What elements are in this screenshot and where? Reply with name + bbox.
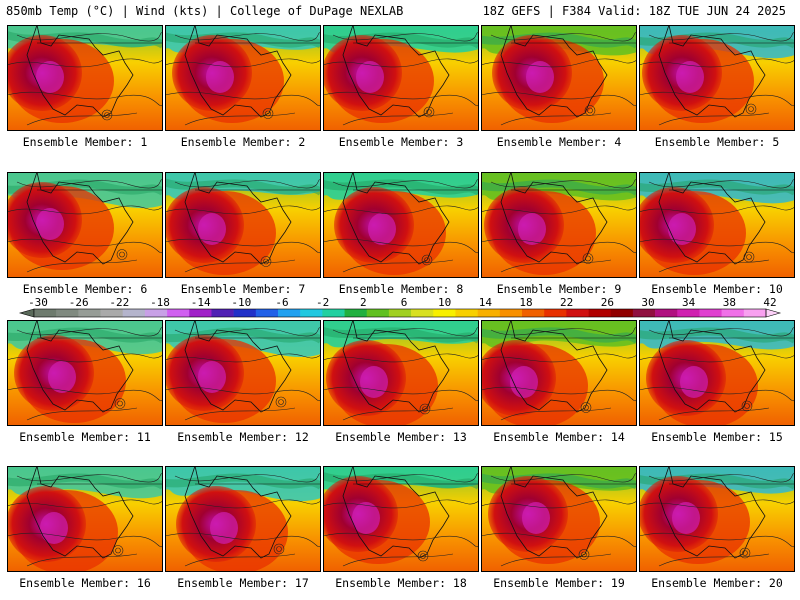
member-label-13: Ensemble Member: 13 xyxy=(335,430,467,444)
colorbar-tick-label: -10 xyxy=(231,296,251,309)
colorbar-tick-label: 22 xyxy=(560,296,573,309)
colorbar-swatch-13 xyxy=(322,309,345,317)
member-label-9: Ensemble Member: 9 xyxy=(496,282,622,296)
header-run-info: 18Z GEFS | F384 Valid: 18Z TUE JUN 24 20… xyxy=(482,4,786,18)
colorbar-swatch-24 xyxy=(566,309,589,317)
colorbar-tick-label: 34 xyxy=(682,296,696,309)
member-map-20 xyxy=(639,466,795,572)
member-map-2 xyxy=(165,25,321,131)
colorbar-swatch-25 xyxy=(588,309,612,317)
colorbar-swatch-2 xyxy=(78,309,101,317)
member-map-10 xyxy=(639,172,795,278)
colorbar-swatch-11 xyxy=(278,309,301,317)
member-label-3: Ensemble Member: 3 xyxy=(338,135,464,149)
member-label-17: Ensemble Member: 17 xyxy=(177,576,309,590)
colorbar-low-arrow xyxy=(18,308,35,318)
member-map-11 xyxy=(7,320,163,426)
colorbar-swatch-6 xyxy=(167,309,190,317)
colorbar-swatch-20 xyxy=(477,309,501,317)
colorbar-swatch-3 xyxy=(100,309,124,317)
colorbar-swatch-29 xyxy=(677,309,700,317)
colorbar-tick-label: -26 xyxy=(69,296,89,309)
colorbar-tick-label: -2 xyxy=(316,296,329,309)
colorbar-swatch-10 xyxy=(255,309,279,317)
member-map-3 xyxy=(323,25,479,131)
member-map-14 xyxy=(481,320,637,426)
member-map-1 xyxy=(7,25,163,131)
colorbar-tick-label: 26 xyxy=(601,296,614,309)
colorbar-tick-label: 42 xyxy=(763,296,776,309)
colorbar-tick-label: -6 xyxy=(275,296,288,309)
colorbar-tick-label: 30 xyxy=(641,296,654,309)
member-label-8: Ensemble Member: 8 xyxy=(338,282,464,296)
member-label-4: Ensemble Member: 4 xyxy=(496,135,622,149)
member-label-18: Ensemble Member: 18 xyxy=(335,576,467,590)
colorbar-swatch-12 xyxy=(300,309,323,317)
colorbar-swatch-23 xyxy=(544,309,567,317)
colorbar-swatch-18 xyxy=(433,309,456,317)
colorbar-swatch-30 xyxy=(699,309,722,317)
member-map-8 xyxy=(323,172,479,278)
colorbar-swatch-22 xyxy=(522,309,545,317)
colorbar-tick-label: 6 xyxy=(401,296,408,309)
colorbar-tick-label: 38 xyxy=(723,296,736,309)
colorbar-tick-label: -14 xyxy=(191,296,211,309)
member-map-12 xyxy=(165,320,321,426)
member-map-5 xyxy=(639,25,795,131)
colorbar-tick-label: -18 xyxy=(150,296,170,309)
colorbar-swatch-9 xyxy=(233,309,257,317)
colorbar-swatch-16 xyxy=(388,309,412,317)
colorbar-swatch-21 xyxy=(499,309,523,317)
member-label-16: Ensemble Member: 16 xyxy=(19,576,151,590)
colorbar-swatch-27 xyxy=(632,309,656,317)
colorbar-swatch-4 xyxy=(122,309,146,317)
member-map-9 xyxy=(481,172,637,278)
colorbar-high-arrow xyxy=(765,308,782,318)
colorbar-swatch-14 xyxy=(344,309,368,317)
member-map-4 xyxy=(481,25,637,131)
colorbar-swatch-19 xyxy=(455,309,478,317)
colorbar-swatch-1 xyxy=(56,309,79,317)
member-label-19: Ensemble Member: 19 xyxy=(493,576,625,590)
member-map-19 xyxy=(481,466,637,572)
member-label-12: Ensemble Member: 12 xyxy=(177,430,309,444)
member-label-11: Ensemble Member: 11 xyxy=(19,430,151,444)
colorbar-swatch-8 xyxy=(211,309,234,317)
colorbar-swatch-31 xyxy=(721,309,745,317)
colorbar-swatch-5 xyxy=(144,309,168,317)
colorbar-tick-label: 18 xyxy=(519,296,532,309)
member-label-7: Ensemble Member: 7 xyxy=(180,282,306,296)
member-label-20: Ensemble Member: 20 xyxy=(651,576,783,590)
member-map-7 xyxy=(165,172,321,278)
colorbar-swatch-0 xyxy=(34,309,57,317)
colorbar-tick-label: 10 xyxy=(438,296,451,309)
member-map-16 xyxy=(7,466,163,572)
colorbar-swatch-15 xyxy=(366,309,390,317)
member-map-18 xyxy=(323,466,479,572)
colorbar-swatch-32 xyxy=(743,309,767,317)
member-map-6 xyxy=(7,172,163,278)
colorbar-tick-label: -22 xyxy=(109,296,129,309)
member-label-2: Ensemble Member: 2 xyxy=(180,135,306,149)
member-label-10: Ensemble Member: 10 xyxy=(651,282,783,296)
member-label-15: Ensemble Member: 15 xyxy=(651,430,783,444)
member-map-15 xyxy=(639,320,795,426)
member-label-6: Ensemble Member: 6 xyxy=(22,282,148,296)
colorbar-swatch-28 xyxy=(655,309,678,317)
colorbar-swatch-7 xyxy=(189,309,212,317)
header-title: 850mb Temp (°C) | Wind (kts) | College o… xyxy=(6,4,404,18)
colorbar-tick-label: 2 xyxy=(360,296,367,309)
colorbar-swatch-17 xyxy=(411,309,434,317)
colorbar-swatch-26 xyxy=(610,309,634,317)
member-map-13 xyxy=(323,320,479,426)
member-label-5: Ensemble Member: 5 xyxy=(654,135,780,149)
member-map-17 xyxy=(165,466,321,572)
member-label-14: Ensemble Member: 14 xyxy=(493,430,625,444)
temperature-colorbar: -30 -26 -22 -18 -14 -10 -6 -2 2 6 10 14 18 22 26 30 34 38… xyxy=(18,296,782,318)
colorbar-tick-label: 14 xyxy=(479,296,493,309)
colorbar-tick-label: -30 xyxy=(28,296,48,309)
member-label-1: Ensemble Member: 1 xyxy=(22,135,148,149)
